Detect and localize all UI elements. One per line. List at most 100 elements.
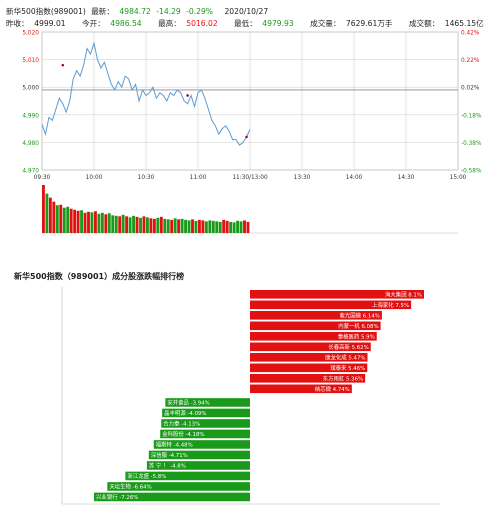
volume-bar <box>184 219 187 233</box>
loss-bar <box>165 398 250 407</box>
price-y-tick-label: 5,010 <box>22 58 39 64</box>
volume-bar <box>121 214 125 233</box>
loss-bar <box>125 471 250 481</box>
loss-bar-label: 晶丰明源 -4.09% <box>164 409 206 417</box>
time-x-tick-label: 11:30/13:00 <box>232 175 268 181</box>
gain-bar <box>250 374 366 383</box>
time-x-tick-label: 11:00 <box>190 175 207 181</box>
pct-y-tick-label: -0.38% <box>461 141 482 147</box>
volume-value: 7629.61万手 <box>345 19 393 28</box>
volume-bar <box>52 201 56 233</box>
loss-bar-label: 天坛生物 -6.64% <box>109 482 151 490</box>
gain-bar-label: 泰格医药 5.9% <box>338 332 375 340</box>
volume-bar <box>76 210 80 233</box>
change-pct-value: -0.29% <box>186 7 214 16</box>
loss-bar-label: 安井食品 -3.94% <box>167 398 209 406</box>
volume-bar <box>66 206 70 233</box>
volume-bar <box>239 221 243 233</box>
low-label: 最低： <box>234 19 257 28</box>
volume-bar <box>118 216 122 233</box>
volume-bar <box>100 212 104 233</box>
pct-y-tick-label: 0.22% <box>461 58 480 64</box>
volume-bar <box>222 219 226 233</box>
volume-bar <box>236 220 239 233</box>
pct-y-tick-label: 0.42% <box>461 31 480 37</box>
volume-bar <box>211 220 215 233</box>
time-x-tick-label: 10:30 <box>138 175 155 181</box>
volume-bar <box>232 222 236 233</box>
loss-bar-label: 深信服 -4.71% <box>151 451 188 459</box>
volume-bar <box>87 211 90 233</box>
volume-bar <box>198 219 201 233</box>
gain-bar <box>250 363 368 373</box>
volume-bar <box>114 215 118 233</box>
volume-bar <box>177 219 181 233</box>
volume-bar <box>159 216 163 233</box>
volume-bar <box>166 219 170 233</box>
volume-bar <box>45 193 49 233</box>
volume-bar <box>97 213 101 233</box>
quote-date: 2020/10/27 <box>224 7 269 16</box>
volume-bar <box>204 221 208 233</box>
change-value: -14.29 <box>156 7 181 16</box>
latest-value: 4984.72 <box>119 7 151 16</box>
volume-bar <box>90 212 94 233</box>
loss-bar-label: 福斯特 -4.48% <box>156 440 193 448</box>
volume-bar <box>229 221 233 233</box>
gain-bar <box>250 290 424 299</box>
volume-bar <box>225 220 229 233</box>
volume-bar <box>128 217 132 233</box>
gain-bar-label: 紫光国微 6.14% <box>339 311 379 319</box>
loss-bar <box>160 429 250 439</box>
volume-bar <box>73 209 77 233</box>
gain-bar <box>250 332 377 341</box>
loss-bar-label: 金科股份 -4.18% <box>162 430 204 438</box>
price-y-tick-label: 4,980 <box>22 141 39 147</box>
volume-bar <box>187 220 191 233</box>
gain-bar-label: 上海家化 7.5% <box>372 301 409 309</box>
volume-bar <box>149 218 153 233</box>
gain-bar <box>250 353 368 362</box>
volume-bar <box>173 218 177 233</box>
loss-bar <box>162 408 250 418</box>
volume-bar <box>170 219 174 233</box>
quote-header-line2: 昨收： 4999.01 今开： 4986.54 最高： 5016.02 最低： … <box>6 18 487 29</box>
amount-label: 成交额： <box>408 19 440 28</box>
volume-bar <box>191 219 194 233</box>
loss-bar <box>107 482 250 491</box>
gain-bar-label: 内蒙一机 6.08% <box>338 322 378 330</box>
amount-value: 1465.15亿 <box>444 19 484 28</box>
volume-bar <box>83 212 87 233</box>
volume-bar <box>111 215 115 233</box>
volume-bar <box>135 216 139 233</box>
price-y-tick-label: 4,970 <box>22 169 39 175</box>
gain-bar <box>250 300 412 310</box>
volume-label: 成交量： <box>310 19 341 28</box>
volume-bar <box>69 208 73 233</box>
prev-close-value: 4999.01 <box>34 19 66 28</box>
gain-bar-label: 康龙化成 5.47% <box>325 353 365 361</box>
volume-bar <box>94 211 97 233</box>
gain-bar-label: 长春高新 5.62% <box>328 343 368 351</box>
volume-bar <box>163 218 167 233</box>
loss-bar-label: 合力泰 -4.13% <box>163 419 200 427</box>
time-x-tick-label: 09:30 <box>34 175 51 181</box>
volume-bar <box>107 213 111 233</box>
time-x-tick-label: 14:30 <box>398 175 415 181</box>
price-y-tick-label: 5,020 <box>22 31 39 37</box>
volume-bar <box>194 220 198 233</box>
pct-y-tick-label: 0.02% <box>461 86 480 92</box>
price-marker <box>245 135 248 139</box>
gain-bar <box>250 321 381 331</box>
high-value: 5016.02 <box>186 19 218 28</box>
quote-header-line1: 新华500指数(989001) 最新： 4984.72 -14.29 -0.29… <box>6 6 271 17</box>
loss-bar <box>146 461 250 470</box>
high-label: 最高： <box>158 19 181 28</box>
volume-bar <box>80 210 83 233</box>
volume-bar <box>243 220 246 233</box>
volume-bar <box>48 197 52 233</box>
loss-bar-label: 兴业银行 -7.26% <box>96 493 138 501</box>
volume-bar <box>215 221 219 233</box>
latest-label: 最新： <box>91 7 114 16</box>
prev-close-label: 昨收： <box>6 19 29 28</box>
